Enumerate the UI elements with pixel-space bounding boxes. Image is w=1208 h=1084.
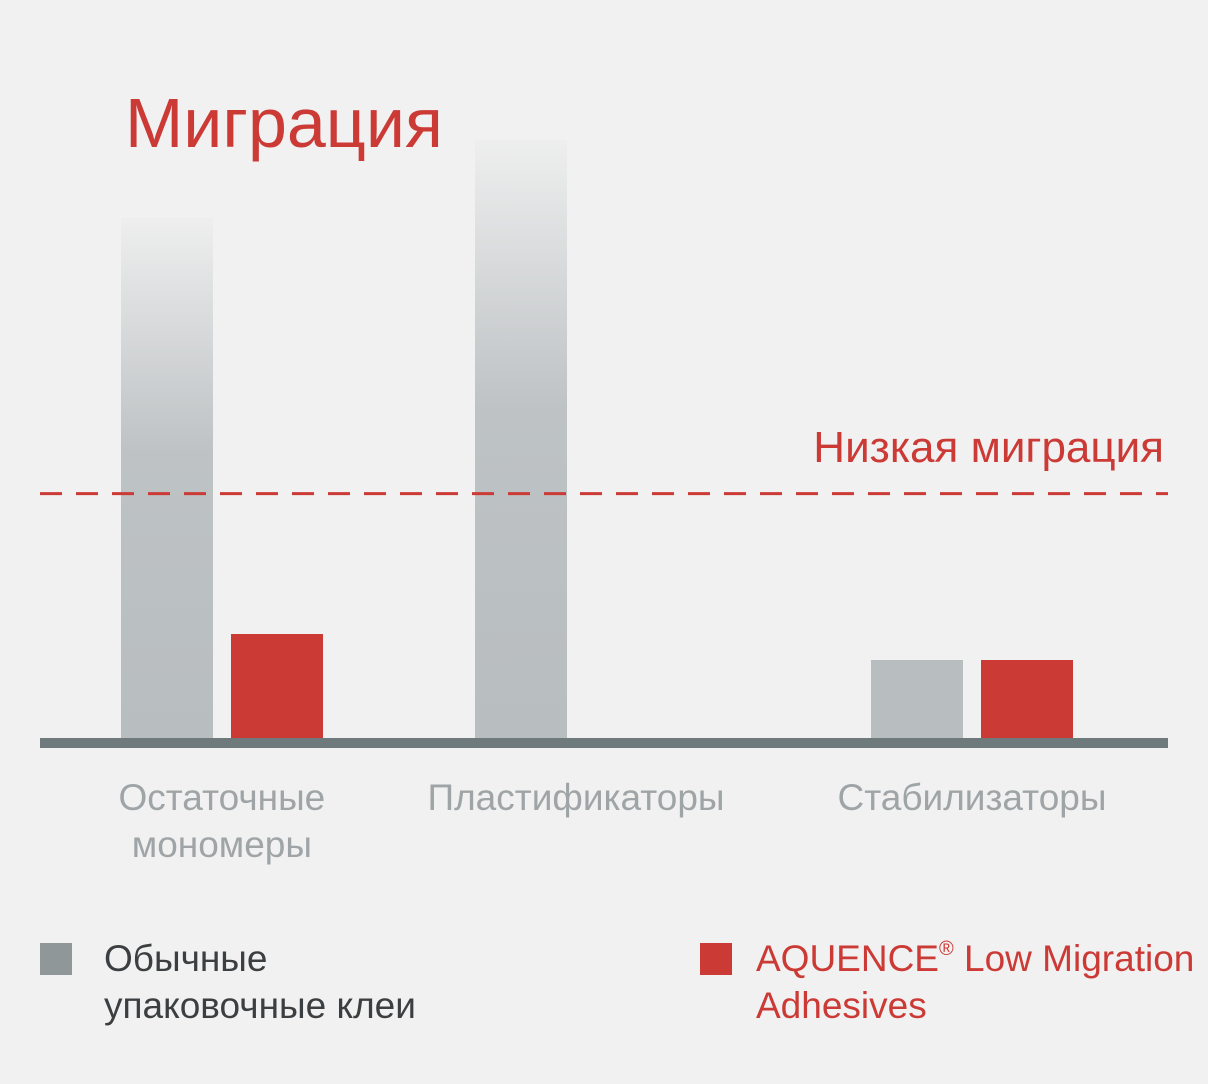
bar-aquence-3 [981, 660, 1073, 738]
legend-label-line: упаковочные клеи [104, 985, 416, 1026]
legend-label-aquence: AQUENCE® Low Migration Adhesives [756, 935, 1194, 1029]
bar-conventional-3 [871, 660, 963, 738]
bar-conventional-1 [121, 218, 213, 738]
category-label-line: Остаточные [118, 777, 326, 818]
legend-swatch-red [700, 943, 732, 975]
bar-aquence-1 [231, 634, 323, 738]
bar-conventional-2 [475, 140, 567, 738]
category-label: Остаточные мономеры [119, 774, 326, 868]
legend-label-line: AQUENCE® Low Migration [756, 935, 1194, 982]
bars-layer [121, 140, 1073, 738]
legend-label-line: Adhesives [756, 985, 927, 1026]
threshold-label: Низкая миграция [813, 423, 1164, 472]
brand-name: AQUENCE [756, 938, 939, 979]
category-label: Стабилизаторы [838, 774, 1107, 821]
legend-label-rest: Low Migration [953, 938, 1195, 979]
category-label: Пластификаторы [428, 774, 725, 821]
category-label-line: Пластификаторы [427, 777, 725, 818]
registered-mark: ® [938, 938, 954, 960]
category-label-line: Стабилизаторы [837, 777, 1107, 818]
legend-swatch-grey [40, 943, 72, 975]
category-label-line: мономеры [131, 824, 312, 865]
legend-label-conventional: Обычные упаковочные клеи [104, 935, 416, 1029]
chart-title: Миграция [125, 84, 443, 162]
legend-label-line: Обычные [104, 938, 268, 979]
x-axis-baseline [40, 738, 1168, 748]
